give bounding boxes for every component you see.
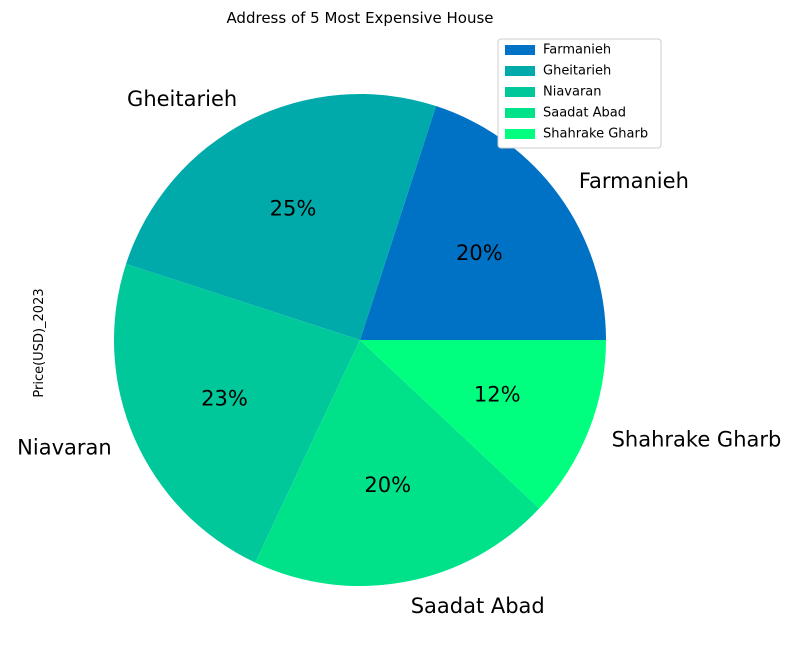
chart-title: Address of 5 Most Expensive House bbox=[226, 9, 493, 27]
legend-swatch-farmanieh bbox=[505, 45, 535, 55]
category-labels: Farmanieh Gheitarieh Niavaran Saadat Abad Sh… bbox=[17, 87, 781, 618]
percent-label-saadat-abad: 20% bbox=[364, 473, 411, 497]
percent-label-gheitarieh: 25% bbox=[270, 197, 317, 221]
legend-label-farmanieh: Farmanieh bbox=[543, 43, 611, 58]
pie-slice-niavaran bbox=[113, 263, 361, 563]
category-label-gheitarieh: Gheitarieh bbox=[127, 87, 237, 111]
percent-label-farmanieh: 20% bbox=[456, 241, 503, 265]
legend-swatch-gheitarieh bbox=[505, 66, 535, 76]
legend-swatch-niavaran bbox=[505, 87, 535, 97]
category-label-saadat-abad: Saadat Abad bbox=[411, 594, 545, 618]
pie-slice-gheitarieh bbox=[126, 93, 437, 340]
percent-label-niavaran: 23% bbox=[201, 387, 248, 411]
category-label-niavaran: Niavaran bbox=[17, 436, 112, 460]
legend-label-saadat-abad: Saadat Abad bbox=[543, 106, 626, 121]
legend-label-niavaran: Niavaran bbox=[543, 85, 602, 100]
percent-label-shahrake-gharb: 12% bbox=[474, 382, 521, 406]
legend-swatch-saadat-abad bbox=[505, 108, 535, 118]
legend-label-shahrake-gharb: Shahrake Gharb bbox=[543, 127, 648, 142]
category-label-farmanieh: Farmanieh bbox=[579, 169, 689, 193]
legend-entries: Farmanieh Gheitarieh Niavaran Saadat Abad Sh… bbox=[505, 43, 648, 142]
legend-frame bbox=[497, 38, 662, 149]
pie-slice-farmanieh bbox=[360, 106, 606, 340]
pie-slice-shahrake-gharb bbox=[360, 340, 606, 509]
percent-labels: 20% 25% 23% 20% 12% bbox=[201, 197, 520, 498]
category-label-shahrake-gharb: Shahrake Gharb bbox=[612, 428, 782, 452]
legend-label-gheitarieh: Gheitarieh bbox=[543, 64, 611, 79]
legend-swatch-shahrake-gharb bbox=[505, 129, 535, 139]
y-axis-label: Price(USD)_2023 bbox=[32, 288, 47, 397]
pie-slices bbox=[113, 93, 606, 587]
pie-slice-saadat-abad bbox=[255, 340, 540, 587]
legend: Farmanieh Gheitarieh Niavaran Saadat Abad Sh… bbox=[497, 38, 662, 149]
